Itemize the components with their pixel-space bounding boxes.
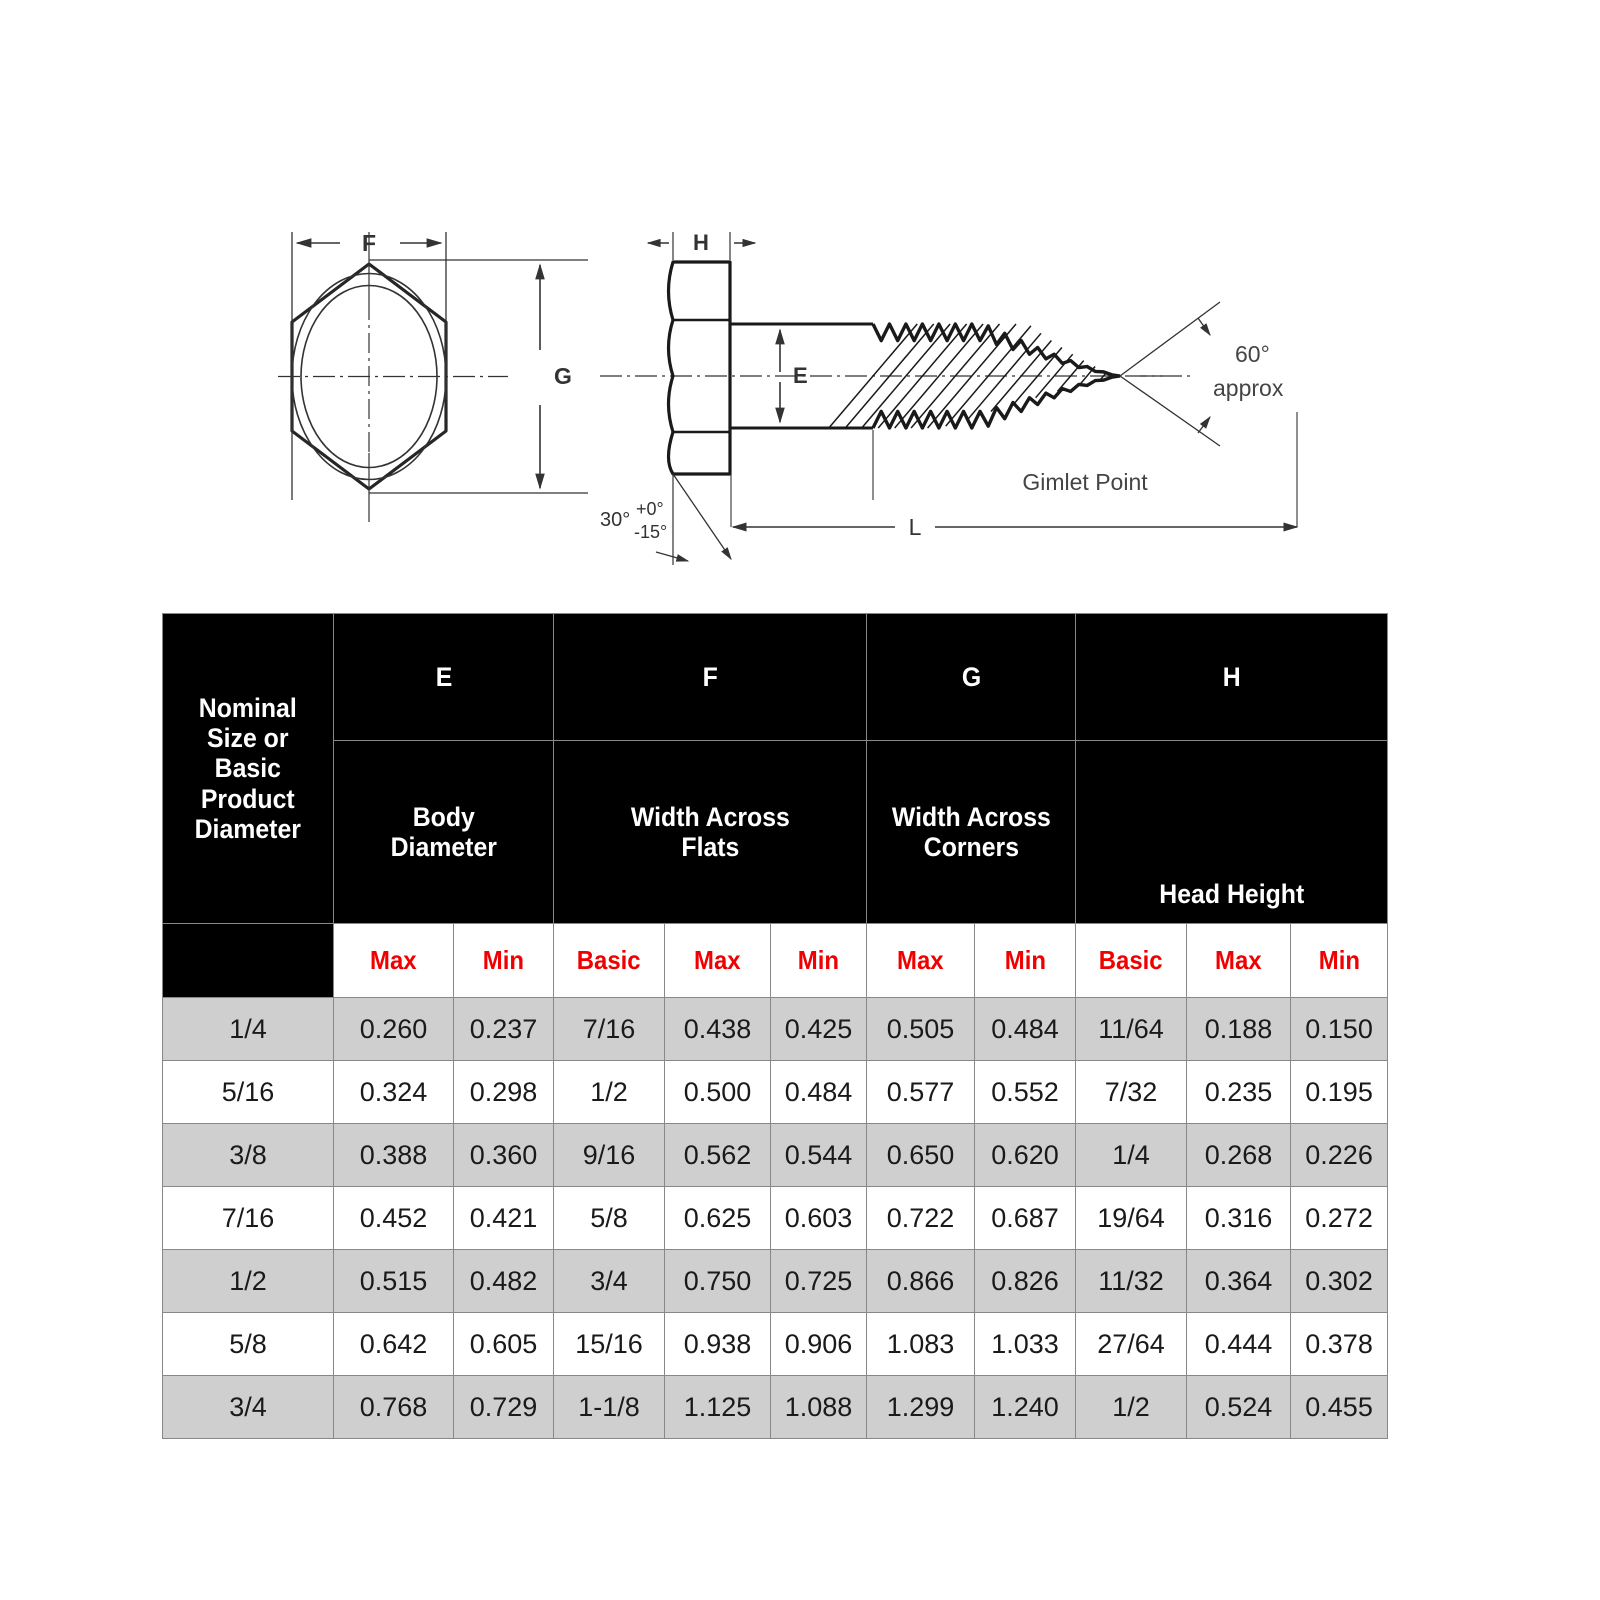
svg-text:L: L [909,514,922,540]
svg-text:G: G [554,363,572,389]
svg-text:60°: 60° [1235,341,1270,367]
svg-text:Gimlet Point: Gimlet Point [1022,469,1148,495]
svg-text:-15°: -15° [634,522,667,542]
svg-text:approx: approx [1213,375,1284,401]
svg-text:+0°: +0° [636,499,664,519]
svg-text:F: F [362,230,376,256]
svg-text:E: E [793,363,808,388]
svg-text:30°: 30° [600,509,630,531]
svg-text:H: H [693,230,709,255]
